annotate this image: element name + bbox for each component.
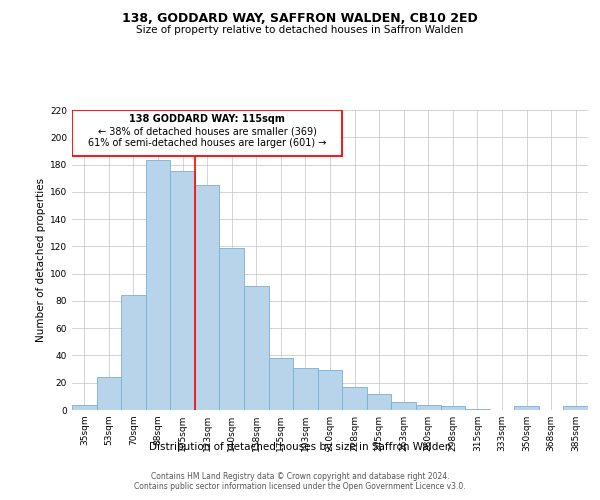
Text: Distribution of detached houses by size in Saffron Walden: Distribution of detached houses by size … xyxy=(149,442,451,452)
Bar xyxy=(72,110,342,156)
Bar xyxy=(318,370,342,410)
Text: ← 38% of detached houses are smaller (369): ← 38% of detached houses are smaller (36… xyxy=(98,126,317,136)
Bar xyxy=(121,296,146,410)
Bar xyxy=(465,408,490,410)
Text: 61% of semi-detached houses are larger (601) →: 61% of semi-detached houses are larger (… xyxy=(88,138,326,148)
Text: Contains public sector information licensed under the Open Government Licence v3: Contains public sector information licen… xyxy=(134,482,466,491)
Bar xyxy=(367,394,391,410)
Bar xyxy=(146,160,170,410)
Y-axis label: Number of detached properties: Number of detached properties xyxy=(36,178,46,342)
Bar xyxy=(293,368,318,410)
Bar xyxy=(440,406,465,410)
Text: Size of property relative to detached houses in Saffron Walden: Size of property relative to detached ho… xyxy=(136,25,464,35)
Bar xyxy=(220,248,244,410)
Bar xyxy=(72,404,97,410)
Bar xyxy=(391,402,416,410)
Bar xyxy=(195,185,220,410)
Bar xyxy=(269,358,293,410)
Bar xyxy=(416,404,440,410)
Bar xyxy=(563,406,588,410)
Text: 138 GODDARD WAY: 115sqm: 138 GODDARD WAY: 115sqm xyxy=(129,114,285,124)
Bar xyxy=(342,387,367,410)
Bar xyxy=(244,286,269,410)
Bar xyxy=(514,406,539,410)
Bar xyxy=(170,172,195,410)
Text: Contains HM Land Registry data © Crown copyright and database right 2024.: Contains HM Land Registry data © Crown c… xyxy=(151,472,449,481)
Text: 138, GODDARD WAY, SAFFRON WALDEN, CB10 2ED: 138, GODDARD WAY, SAFFRON WALDEN, CB10 2… xyxy=(122,12,478,26)
Bar xyxy=(97,378,121,410)
